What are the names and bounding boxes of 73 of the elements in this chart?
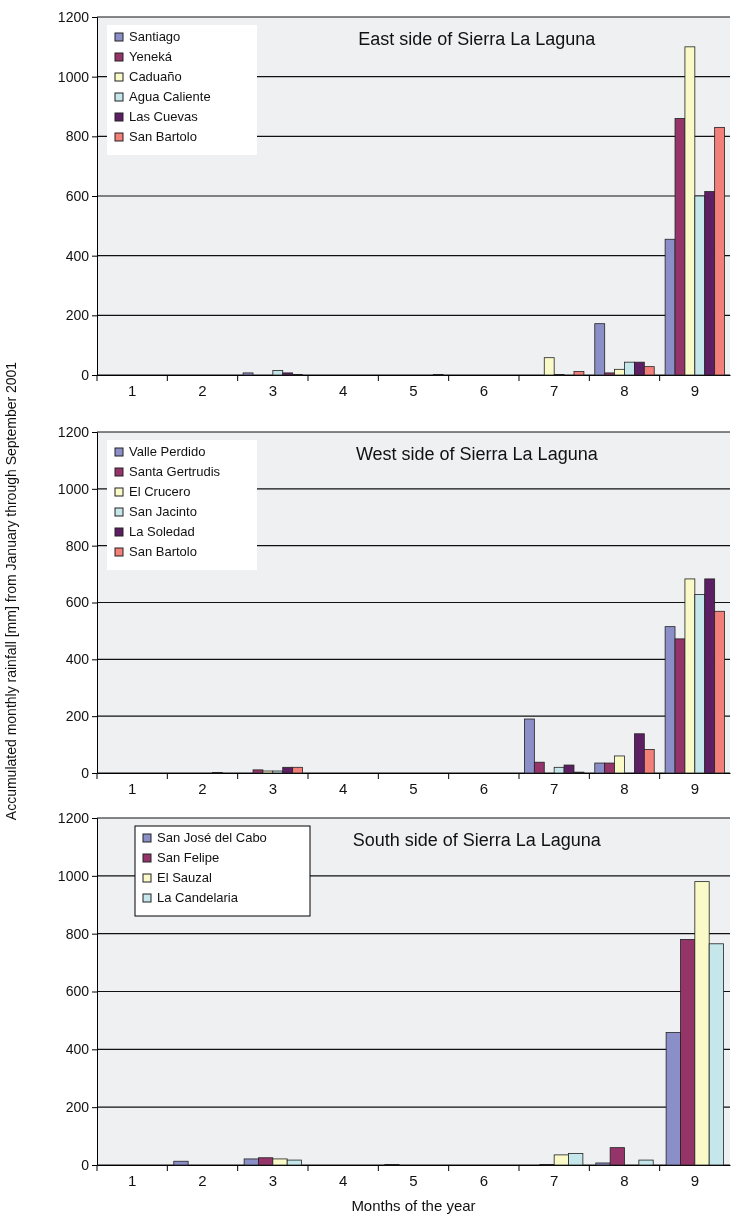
- legend-label: San Bartolo: [129, 129, 197, 144]
- x-tick-label: 2: [198, 1171, 207, 1189]
- bar: [638, 1159, 654, 1166]
- x-tick-label: 8: [620, 1171, 629, 1189]
- y-tick-label: 800: [65, 537, 90, 554]
- x-tick-label: 1: [127, 1171, 137, 1189]
- y-tick-label: 0: [81, 764, 90, 781]
- legend-label: Yeneká: [129, 49, 173, 64]
- x-tick-label: 9: [690, 381, 700, 399]
- y-tick-label: 400: [65, 247, 90, 264]
- y-tick-label: 400: [65, 651, 90, 668]
- y-tick-label: 800: [65, 925, 90, 942]
- x-tick-label: 6: [479, 779, 489, 797]
- text: East side of Sierra La Laguna: [358, 29, 597, 49]
- y-tick-label: 200: [65, 708, 90, 725]
- legend-label: Agua Caliente: [129, 89, 211, 104]
- y-tick-label: 600: [65, 983, 90, 1000]
- legend-label: Las Cuevas: [129, 109, 199, 124]
- legend-label: La Soledad: [129, 524, 195, 539]
- y-tick-label: 1200: [57, 423, 90, 440]
- bar: [242, 372, 254, 376]
- x-tick-label: 7: [549, 779, 559, 797]
- y-tick-label: 200: [65, 307, 90, 324]
- x-tick-label: 7: [549, 1171, 559, 1189]
- y-tick-label: 400: [65, 1041, 90, 1058]
- legend-label: El Crucero: [129, 484, 191, 499]
- x-tick-label: 3: [268, 1171, 278, 1189]
- y-tick-label: 1000: [57, 480, 90, 497]
- x-tick-label: 8: [620, 779, 629, 797]
- y-tick-label: 1000: [57, 68, 90, 85]
- x-tick-label: 7: [549, 381, 559, 399]
- y-tick-label: 1000: [57, 867, 90, 884]
- x-tick-label: 9: [690, 1171, 700, 1189]
- y-tick-label: 600: [65, 187, 90, 204]
- legend-label: San Jacinto: [129, 504, 197, 519]
- legend-label: San Bartolo: [129, 544, 197, 559]
- x-tick-label: 3: [268, 381, 278, 399]
- x-tick-label: 4: [338, 779, 348, 797]
- legend-label: Santiago: [129, 29, 181, 44]
- legend-label: Valle Perdido: [129, 444, 206, 459]
- x-tick-label: 9: [690, 779, 700, 797]
- text: South side of Sierra La Laguna: [352, 830, 602, 850]
- legend-label: Caduaño: [129, 69, 182, 84]
- y-axis-title: Accumulated monthly rainfall [mm] from January through September 2001: [3, 361, 19, 821]
- legend-label: Santa Gertrudis: [129, 464, 221, 479]
- x-tick-label: 5: [409, 381, 418, 399]
- legend-label: San José del Cabo: [157, 830, 267, 845]
- x-tick-label: 3: [268, 779, 278, 797]
- x-tick-label: 2: [198, 381, 207, 399]
- y-tick-label: 600: [65, 594, 90, 611]
- y-tick-label: 1200: [57, 809, 90, 826]
- x-axis-title: Months of the year: [351, 1197, 476, 1214]
- x-tick-label: 1: [127, 779, 137, 797]
- x-tick-label: 4: [338, 381, 348, 399]
- x-tick-label: 8: [620, 381, 629, 399]
- legend-label: San Felipe: [157, 850, 220, 865]
- legend-label: La Candelaria: [157, 890, 239, 905]
- x-tick-label: 6: [479, 381, 489, 399]
- x-tick-label: 1: [127, 381, 137, 399]
- x-tick-label: 5: [409, 779, 418, 797]
- x-tick-label: 2: [198, 779, 207, 797]
- text: West side of Sierra La Laguna: [355, 444, 599, 464]
- bar: [573, 371, 585, 376]
- y-tick-label: 800: [65, 128, 90, 145]
- y-tick-label: 200: [65, 1099, 90, 1116]
- legend-label: El Sauzal: [157, 870, 213, 885]
- x-tick-label: 5: [409, 1171, 418, 1189]
- x-tick-label: 4: [338, 1171, 348, 1189]
- y-tick-label: 0: [81, 1156, 90, 1173]
- y-tick-label: 1200: [57, 8, 90, 25]
- x-tick-label: 6: [479, 1171, 489, 1189]
- bar: [173, 1160, 189, 1166]
- y-tick-label: 0: [81, 366, 90, 383]
